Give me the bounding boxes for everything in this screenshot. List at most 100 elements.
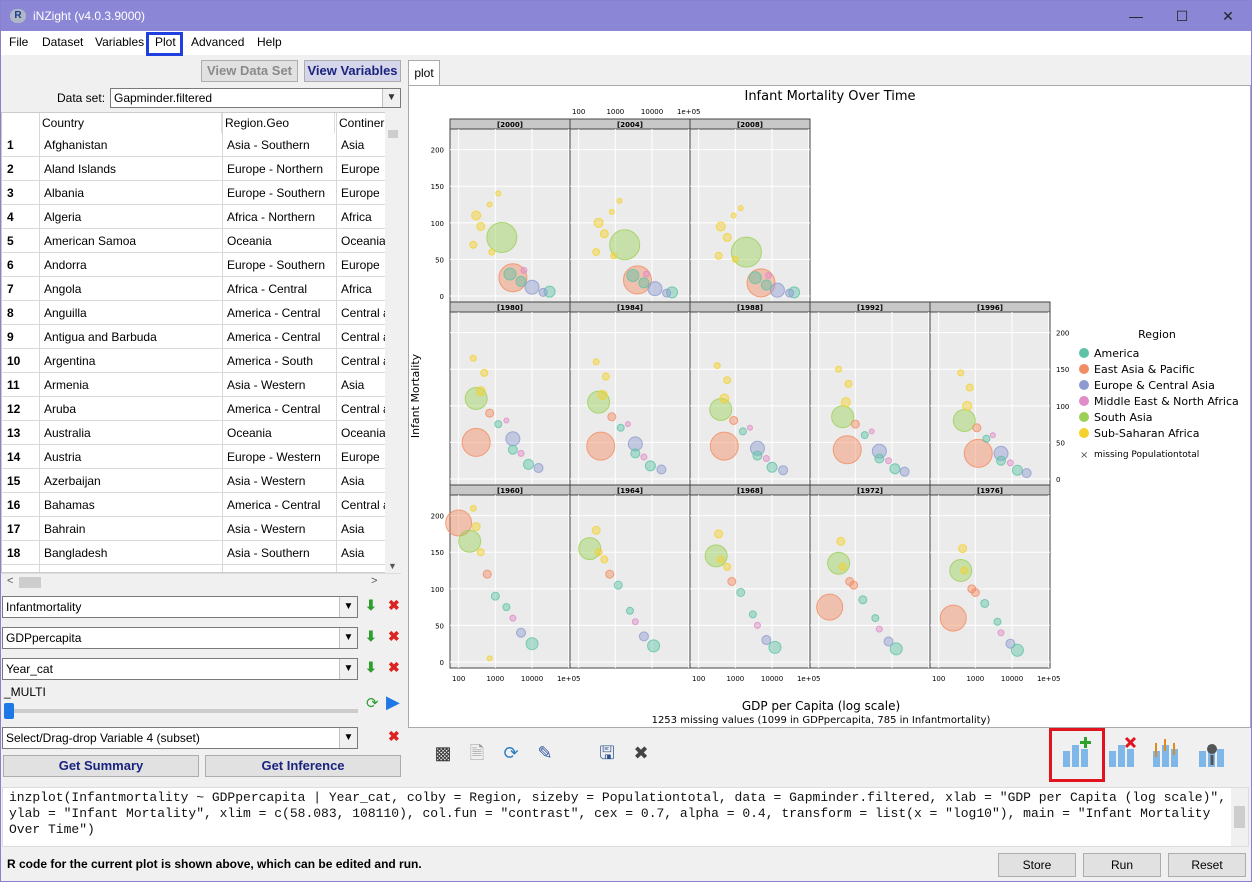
variable-3-select[interactable]: Year_cat ▼ [2,658,358,680]
reset-icon[interactable]: ⟳ [366,695,379,712]
plot-menu-highlight [146,32,183,56]
refresh-icon[interactable]: ⟳ [503,743,519,763]
table-row[interactable]: 2 Aland Islands Europe - Northern Europe [2,157,386,181]
data-point [469,504,477,512]
row-number: 9 [7,330,14,344]
y-tick-label: 0 [440,293,444,301]
menu-help[interactable]: Help [257,35,282,49]
r-code-editor[interactable]: inzplot(Infantmortality ~ GDPpercapita |… [2,787,1249,847]
table-row[interactable]: 6 Andorra Europe - Southern Europe [2,253,386,277]
variable-1-select[interactable]: Infantmortality ▼ [2,596,358,618]
data-point [836,536,846,546]
get-inference-button[interactable]: Get Inference [205,755,401,777]
table-row[interactable]: 5 American Samoa Oceania Oceania [2,229,386,253]
menu-dataset[interactable]: Dataset [42,35,84,49]
table-row[interactable]: 17 Bahrain Asia - Western Asia [2,517,386,541]
save-icon[interactable]: 🖫 [599,743,615,763]
code-scrollbar[interactable] [1231,788,1248,846]
remove-addition-icon[interactable] [1107,735,1139,769]
level-slider-thumb[interactable] [4,703,14,719]
panel-label: [1992] [857,304,883,312]
view-variables-button[interactable]: View Variables [304,60,401,82]
variable-2-select[interactable]: GDPpercapita ▼ [2,627,358,649]
table-row[interactable]: 14 Austria Europe - Western Europe [2,445,386,469]
table-row[interactable]: 10 Argentina America - South Central a [2,349,386,373]
panel-label: [2008] [737,121,763,129]
add-to-plot-icon[interactable] [1061,735,1093,769]
close-plot-icon[interactable]: ✖ [633,743,649,763]
chevron-down-icon[interactable]: ▼ [339,628,357,648]
new-plot-icon[interactable]: 🗎 [469,743,485,763]
cell-continent: Africa [341,210,372,224]
inference-icon[interactable] [1151,735,1183,769]
dataset-select[interactable]: Gapminder.filtered ▼ [110,88,401,108]
table-row[interactable]: 12 Aruba America - Central Central a [2,397,386,421]
export-graphics-icon[interactable]: ▩ [434,743,452,763]
minimize-button[interactable]: — [1129,8,1143,24]
y-tick-label: 200 [431,513,444,521]
table-row[interactable]: 4 Algeria Africa - Northern Africa [2,205,386,229]
get-summary-button[interactable]: Get Summary [3,755,199,777]
table-row[interactable]: 16 Bahamas America - Central Central a [2,493,386,517]
view-data-set-button[interactable]: View Data Set [201,60,298,82]
chevron-down-icon[interactable]: ▼ [339,728,357,748]
store-button[interactable]: Store [998,853,1076,877]
clear-variable-4-icon[interactable]: ✖ [388,728,400,744]
menu-variables[interactable]: Variables [95,35,145,49]
data-table[interactable]: Country Region.Geo Continer 1 Afghanistan… [1,112,401,573]
cell-region-geo: Europe - Southern [227,186,326,200]
table-row[interactable]: 8 Anguilla America - Central Central a [2,301,386,325]
data-point [520,266,528,274]
table-row[interactable]: 18 Bangladesh Asia - Southern Asia [2,541,386,565]
maximize-button[interactable]: ☐ [1175,8,1189,24]
move-down-icon[interactable]: ⬇ [365,628,377,644]
clear-variable-3-icon[interactable]: ✖ [388,659,400,675]
table-row[interactable]: 9 Antigua and Barbuda America - Central Cen… [2,325,386,349]
close-button[interactable]: ✕ [1222,8,1234,24]
window-title: iNZight (v4.0.3.9000) [33,9,146,23]
play-icon[interactable]: ▶ [386,692,400,712]
reset-button[interactable]: Reset [1168,853,1246,877]
variable-4-select[interactable]: Select/Drag-drop Variable 4 (subset) ▼ [2,727,358,749]
data-point [1021,468,1032,479]
table-row[interactable]: 11 Armenia Asia - Western Asia [2,373,386,397]
menu-plot[interactable]: Plot [155,35,176,49]
dataset-value: Gapminder.filtered [114,91,213,105]
level-slider-track[interactable] [4,709,358,713]
chevron-down-icon[interactable]: ▼ [339,597,357,617]
menu-advanced[interactable]: Advanced [191,35,245,49]
data-point [958,544,968,554]
clear-variable-2-icon[interactable]: ✖ [388,628,400,644]
table-row[interactable]: 13 Australia Oceania Oceania [2,421,386,445]
table-row[interactable]: 3 Albania Europe - Southern Europe [2,181,386,205]
tab-plot[interactable]: plot [408,60,440,86]
table-row[interactable]: 15 Azerbaijan Asia - Western Asia [2,469,386,493]
data-point [586,431,616,461]
clear-variable-1-icon[interactable]: ✖ [388,597,400,613]
data-point [850,419,860,429]
table-horizontal-scrollbar[interactable]: < > [1,573,401,590]
data-point [594,548,603,557]
data-point [840,397,851,408]
menu-file[interactable]: File [9,35,29,49]
table-row[interactable]: 1 Afghanistan Asia - Southern Asia [2,133,386,157]
cell-country: Bahrain [44,522,86,536]
column-header-region-geo[interactable]: Region.Geo [223,113,335,133]
move-down-icon[interactable]: ⬇ [365,597,377,613]
variable-4-value: Select/Drag-drop Variable 4 (subset) [6,731,200,745]
trellis-scatter-chart: Infant Mortality Over Time GDP per Capita… [409,89,1239,726]
table-row[interactable]: 7 Angola Africa - Central Africa [2,277,386,301]
chevron-down-icon[interactable]: ▼ [382,89,400,107]
edit-plot-icon[interactable]: ✎ [537,743,553,763]
identify-points-icon[interactable] [1197,735,1229,769]
column-header-country[interactable]: Country [40,113,222,133]
panel-background [569,128,691,303]
legend-entry: America [1094,347,1139,360]
chevron-down-icon[interactable]: ▼ [339,659,357,679]
run-button[interactable]: Run [1083,853,1161,877]
data-point [885,457,893,465]
move-down-icon[interactable]: ⬇ [365,659,377,675]
column-header-continent[interactable]: Continer [337,113,386,133]
table-vertical-scrollbar[interactable]: ▼ [385,112,401,573]
data-point [638,631,649,642]
